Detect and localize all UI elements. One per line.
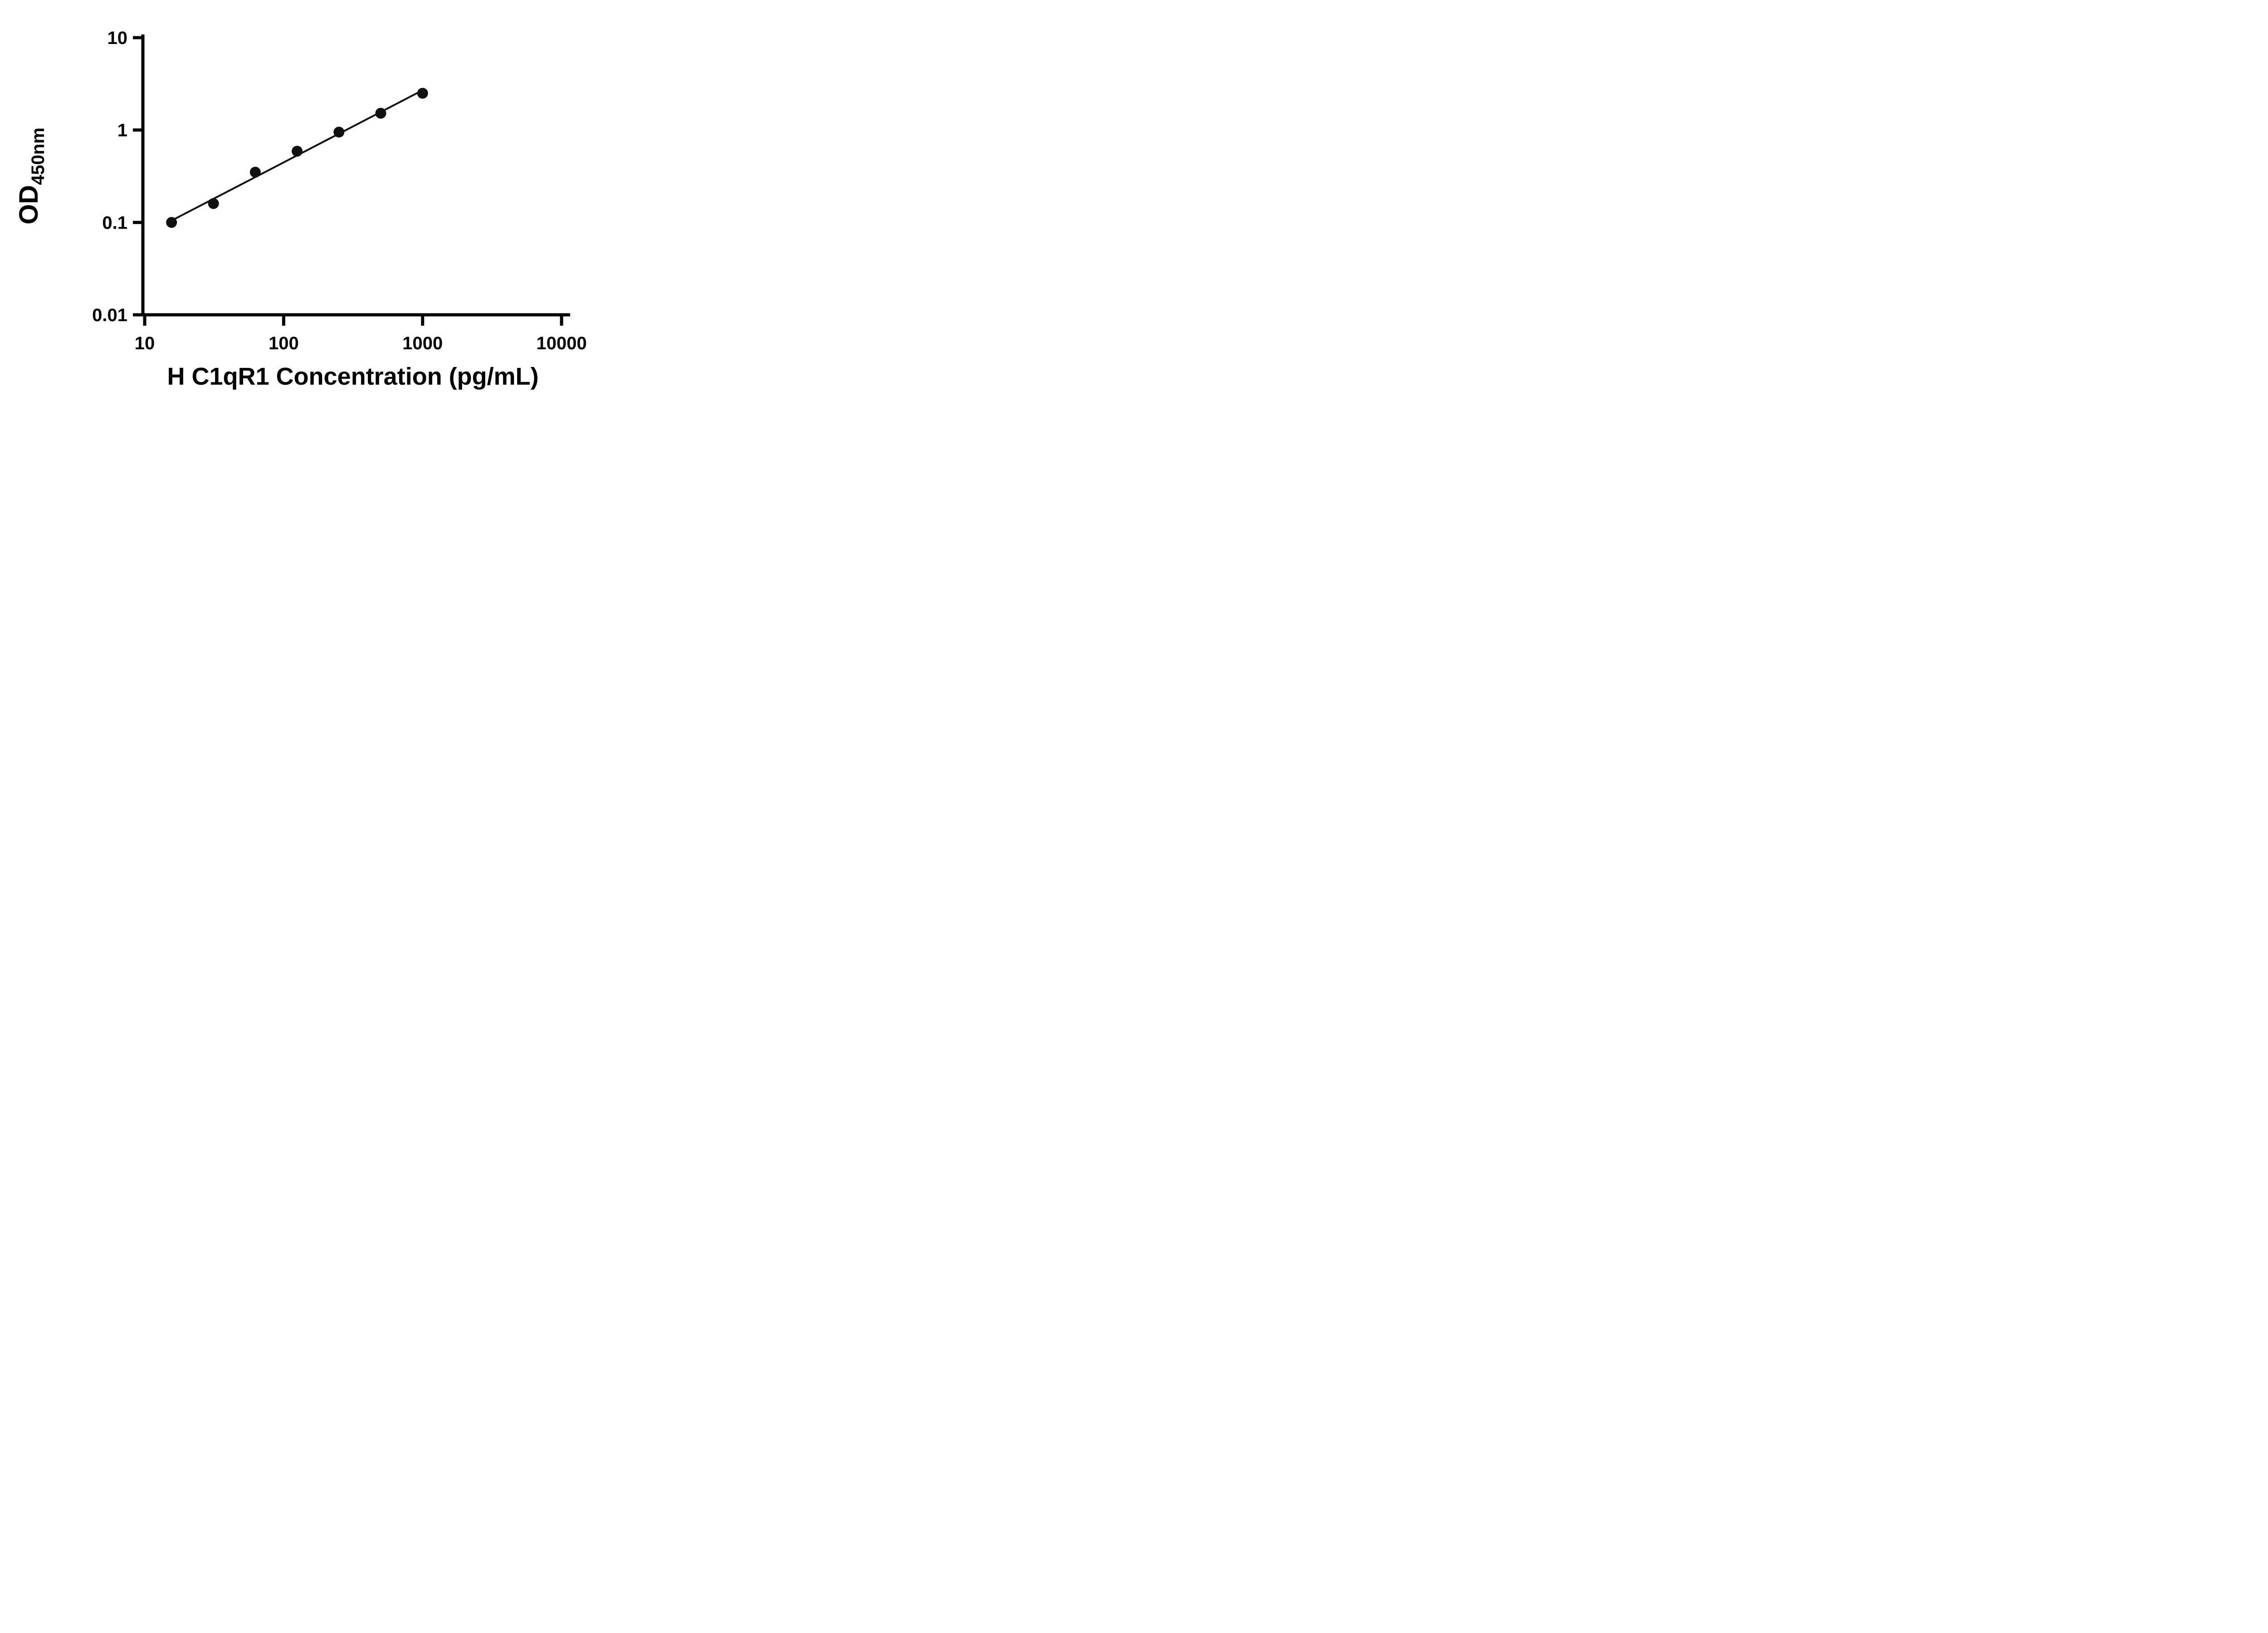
- data-point-marker: [208, 198, 219, 209]
- y-axis-tick-label: 10: [108, 28, 128, 48]
- x-axis-title: H C1qR1 Concentration (pg/mL): [167, 363, 539, 390]
- x-axis-tick-label: 100: [269, 333, 299, 353]
- plot-layer: [166, 88, 428, 228]
- y-axis-tick-label: 1: [117, 121, 127, 141]
- data-point-marker: [292, 146, 303, 157]
- y-axis-title-main: OD: [14, 185, 44, 225]
- y-axis-tick-label: 0.1: [102, 213, 127, 233]
- y-axis-title-sub: 450nm: [28, 127, 48, 185]
- axes-layer: 10 100 1000 10000 0.01 0.1 1 10: [92, 28, 587, 353]
- standard-curve-chart: 10 100 1000 10000 0.01 0.1 1 10 H C1qR1 Concent…: [14, 28, 587, 390]
- y-axis-tick-label: 0.01: [92, 305, 127, 325]
- y-axis-title: OD450nm: [14, 127, 48, 225]
- x-axis-tick-label: 10: [135, 333, 155, 353]
- data-point-marker: [166, 217, 177, 228]
- figure-page: 10 100 1000 10000 0.01 0.1 1 10 H C1qR1 Concent…: [0, 0, 614, 408]
- x-axis-tick-label: 10000: [536, 333, 587, 353]
- data-point-marker: [417, 88, 428, 99]
- data-point-marker: [333, 127, 345, 138]
- data-point-marker: [249, 166, 261, 178]
- x-axis-tick-label: 1000: [402, 333, 443, 353]
- data-point-marker: [375, 108, 386, 119]
